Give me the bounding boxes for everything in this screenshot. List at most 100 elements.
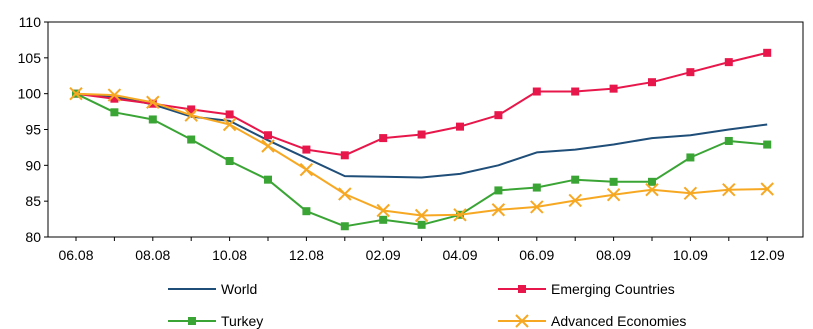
data-point-emerging-countries <box>571 87 580 96</box>
data-point-advanced-economies <box>530 200 544 214</box>
marker-stroke <box>184 108 198 122</box>
marker-stroke <box>107 88 122 102</box>
marker-stroke <box>261 139 275 153</box>
data-point-emerging-countries <box>417 130 426 139</box>
legend-label: World <box>221 281 257 297</box>
data-point-turkey <box>225 157 234 166</box>
x-tick-label: 12.08 <box>289 247 324 263</box>
data-point-advanced-economies <box>299 162 314 177</box>
marker-stroke <box>146 95 160 109</box>
data-point-emerging-countries <box>148 99 157 108</box>
data-point-emerging-countries <box>187 105 196 114</box>
data-point-emerging-countries <box>456 122 464 131</box>
data-point-emerging-countries <box>763 48 772 57</box>
data-point-advanced-economies <box>722 182 736 197</box>
data-point-advanced-economies <box>414 208 429 223</box>
data-point-advanced-economies <box>107 88 122 102</box>
x-axis-ticks: 06.08 08.08 10.08 12.08 02.09 04.09 06.09 08.09… <box>58 237 785 263</box>
data-point-advanced-economies <box>69 86 83 101</box>
data-point-turkey <box>110 108 119 117</box>
data-point-advanced-economies <box>184 108 198 122</box>
data-point-emerging-countries <box>110 94 119 103</box>
marker-stroke <box>606 188 621 202</box>
marker-stroke <box>69 86 83 101</box>
data-point-turkey <box>340 222 349 231</box>
series-lines <box>69 48 774 231</box>
data-point-emerging-countries <box>494 111 503 120</box>
data-point-advanced-economies <box>222 117 237 132</box>
data-point-advanced-economies <box>376 203 390 218</box>
data-point-turkey <box>686 153 695 162</box>
data-point-emerging-countries <box>609 84 618 93</box>
x-tick-label: 02.09 <box>366 247 401 263</box>
data-point-turkey <box>264 175 272 184</box>
marker-stroke <box>530 200 544 214</box>
data-point-advanced-economies <box>683 186 698 200</box>
legend: World Emerging Countries Turkey Advanced Ec… <box>168 281 686 329</box>
data-point-emerging-countries <box>264 131 272 140</box>
x-tick-label: 04.09 <box>442 247 477 263</box>
data-point-emerging-countries <box>225 110 234 119</box>
data-point-advanced-economies <box>645 182 659 197</box>
legend-item-world: World <box>168 281 257 297</box>
data-point-turkey <box>302 207 311 216</box>
data-point-advanced-economies <box>568 193 582 208</box>
marker-stroke <box>683 186 698 200</box>
series-line-world <box>75 92 768 179</box>
legend-marker <box>518 285 526 293</box>
x-tick-label: 10.08 <box>212 247 247 263</box>
legend-marker <box>515 314 529 328</box>
series-line-emerging-countries <box>75 51 768 157</box>
data-point-turkey <box>417 220 426 229</box>
y-tick-label: 80 <box>25 229 41 245</box>
data-point-turkey <box>724 136 733 145</box>
data-point-advanced-economies <box>453 208 467 222</box>
legend-label: Emerging Countries <box>551 281 675 297</box>
plot-area-border <box>47 21 804 238</box>
data-point-emerging-countries <box>724 58 733 67</box>
data-point-advanced-economies <box>261 139 275 153</box>
marker-stroke <box>491 203 506 217</box>
y-tick-label: 90 <box>25 157 41 173</box>
data-point-turkey <box>494 186 503 195</box>
marker-stroke <box>414 208 429 223</box>
data-point-turkey <box>187 135 196 144</box>
x-tick-label: 06.09 <box>519 247 554 263</box>
series-world <box>75 92 768 179</box>
marker-stroke <box>645 182 659 197</box>
marker-stroke <box>376 203 390 218</box>
legend-item-advanced-economies: Advanced Economies <box>498 313 686 329</box>
marker-stroke <box>760 182 774 196</box>
marker-stroke <box>722 182 736 197</box>
y-tick-label: 100 <box>18 86 42 102</box>
data-point-advanced-economies <box>606 188 621 202</box>
y-tick-label: 95 <box>25 122 41 138</box>
x-tick-label: 08.09 <box>596 247 631 263</box>
marker-stroke <box>299 162 314 177</box>
data-point-advanced-economies <box>146 95 160 109</box>
data-point-turkey <box>571 175 580 184</box>
data-point-turkey <box>148 115 157 124</box>
legend-label: Turkey <box>221 313 263 329</box>
x-tick-label: 12.09 <box>750 247 785 263</box>
x-tick-label: 08.08 <box>135 247 170 263</box>
data-point-advanced-economies <box>491 203 506 217</box>
data-point-advanced-economies <box>338 187 352 201</box>
data-point-turkey <box>379 215 388 224</box>
legend-label: Advanced Economies <box>551 313 686 329</box>
y-axis-ticks: 80 85 90 95 100 105 110 <box>18 14 48 245</box>
marker-stroke <box>222 117 237 132</box>
data-point-turkey <box>648 177 656 186</box>
legend-marker <box>188 317 196 325</box>
data-point-emerging-countries <box>379 134 388 143</box>
data-point-emerging-countries <box>648 78 656 87</box>
x-tick-label: 06.08 <box>58 247 93 263</box>
y-tick-label: 110 <box>19 14 42 30</box>
marker-stroke <box>515 314 529 328</box>
axes <box>47 21 804 238</box>
data-point-emerging-countries <box>302 145 311 154</box>
marker-stroke <box>568 193 582 208</box>
data-point-turkey <box>763 140 772 149</box>
data-point-advanced-economies <box>760 182 774 196</box>
